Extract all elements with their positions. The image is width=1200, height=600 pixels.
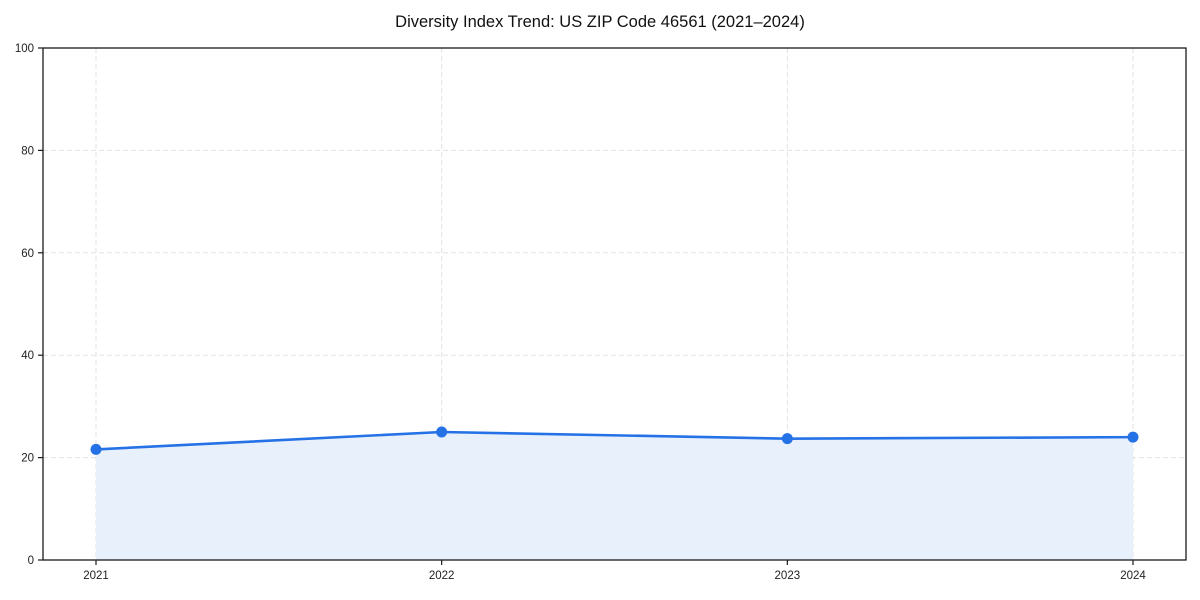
x-tick-label: 2021	[83, 570, 109, 582]
y-tick-label: 20	[21, 453, 34, 465]
data-point-marker	[90, 443, 102, 455]
x-tick-label: 2022	[429, 570, 455, 582]
y-tick-label: 60	[21, 248, 34, 260]
area-fill	[96, 432, 1133, 560]
y-tick-label: 40	[21, 350, 34, 362]
data-point-marker	[1127, 431, 1139, 443]
plot-border	[42, 47, 1187, 561]
chart-title: Diversity Index Trend: US ZIP Code 46561…	[395, 13, 805, 31]
y-tick-label: 100	[15, 43, 34, 55]
x-tick-label: 2023	[775, 570, 801, 582]
trend-line	[94, 430, 1135, 451]
data-point-marker	[436, 426, 448, 438]
data-point-marker	[781, 433, 793, 445]
y-tick-label: 0	[28, 555, 34, 567]
x-tick-label: 2024	[1120, 570, 1146, 582]
y-tick-label: 80	[21, 145, 34, 157]
